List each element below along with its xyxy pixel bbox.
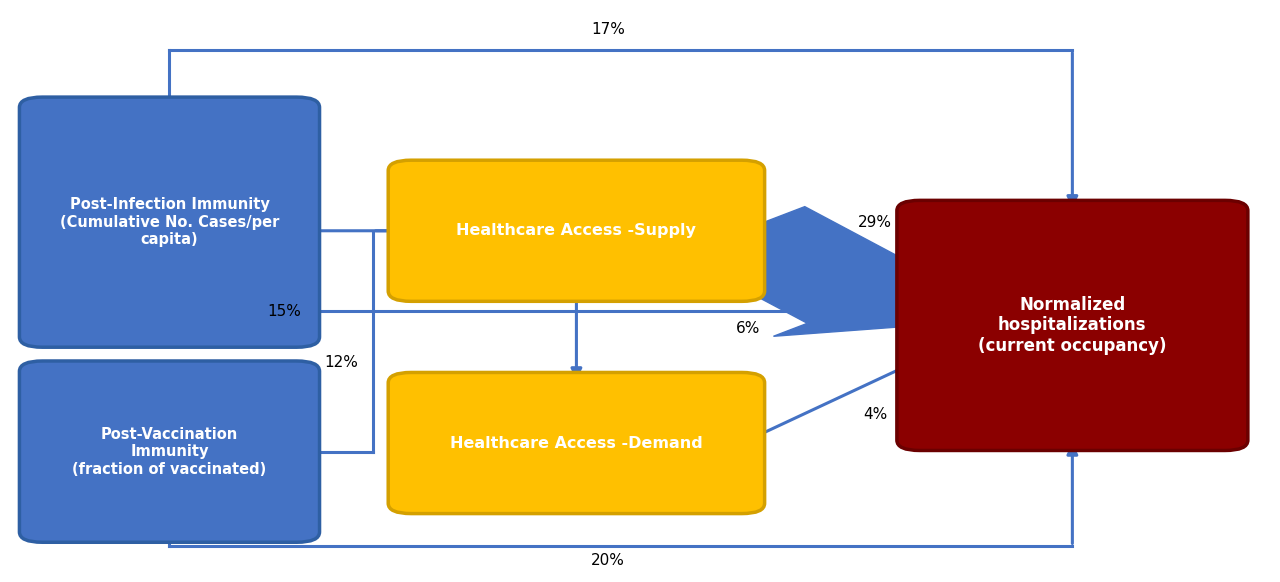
Text: 17%: 17% bbox=[591, 23, 625, 37]
Text: Healthcare Access -Demand: Healthcare Access -Demand bbox=[451, 435, 703, 450]
Text: 6%: 6% bbox=[736, 321, 760, 336]
FancyBboxPatch shape bbox=[388, 160, 764, 301]
Text: 20%: 20% bbox=[591, 553, 625, 568]
Text: Normalized
hospitalizations
(current occupancy): Normalized hospitalizations (current occ… bbox=[978, 296, 1166, 355]
Text: Post-Infection Immunity
(Cumulative No. Cases/per
capita): Post-Infection Immunity (Cumulative No. … bbox=[60, 197, 279, 247]
FancyBboxPatch shape bbox=[897, 200, 1248, 450]
Text: 15%: 15% bbox=[268, 304, 301, 318]
FancyBboxPatch shape bbox=[19, 361, 320, 542]
Text: 12%: 12% bbox=[324, 355, 358, 370]
Text: 4%: 4% bbox=[863, 407, 887, 422]
Text: Healthcare Access -Supply: Healthcare Access -Supply bbox=[457, 223, 696, 238]
Polygon shape bbox=[678, 207, 968, 336]
FancyBboxPatch shape bbox=[19, 97, 320, 347]
Text: 29%: 29% bbox=[859, 215, 892, 230]
FancyBboxPatch shape bbox=[388, 372, 764, 513]
Text: Post-Vaccination
Immunity
(fraction of vaccinated): Post-Vaccination Immunity (fraction of v… bbox=[73, 427, 266, 477]
